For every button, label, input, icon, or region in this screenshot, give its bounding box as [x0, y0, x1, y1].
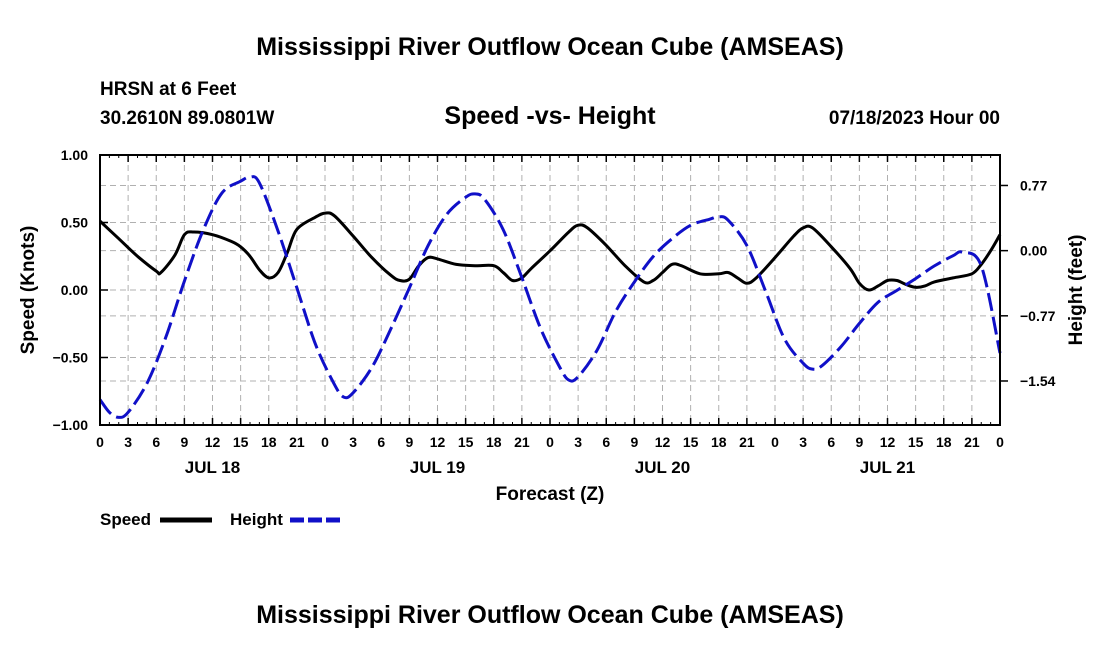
x-tick-label: 6 [152, 434, 160, 450]
x-tick-label: 18 [936, 434, 952, 450]
x-tick-label: 15 [233, 434, 249, 450]
y-tick-label-right: −0.77 [1020, 308, 1056, 324]
chart-title: Speed -vs- Height [444, 102, 656, 130]
plot-frame [99, 154, 1001, 426]
x-tick-label: 9 [405, 434, 413, 450]
x-tick-label: 3 [349, 434, 357, 450]
x-tick-label: 9 [855, 434, 863, 450]
y-axis-label-right: Height (feet) [1066, 235, 1087, 346]
x-tick-label: 18 [486, 434, 502, 450]
legend-label-speed: Speed [100, 510, 151, 529]
tick-labels: 0 3 6 9 12 15 18 21 0 3 6 9 12 15 18 21 0 3 6 9 12 15 18 21 0 3 6 9… [53, 147, 1056, 477]
series-line-speed [98, 211, 1002, 292]
location-label: 30.2610N 89.0801W [100, 108, 274, 129]
y-tick-label-left: 1.00 [61, 147, 88, 163]
x-tick-label: 21 [964, 434, 980, 450]
y-tick-label-left: −0.50 [53, 350, 89, 366]
date-label: JUL 21 [860, 458, 915, 477]
legend-label-height: Height [230, 510, 283, 529]
x-tick-label: 3 [799, 434, 807, 450]
x-tick-label: 12 [655, 434, 671, 450]
issued-label: 07/18/2023 Hour 00 [829, 108, 1000, 129]
x-tick-label: 0 [96, 434, 104, 450]
x-tick-label: 3 [574, 434, 582, 450]
grid-lines [100, 155, 1000, 425]
x-tick-label: 3 [124, 434, 132, 450]
date-label: JUL 20 [635, 458, 690, 477]
x-tick-label: 12 [880, 434, 896, 450]
y-tick-label-right: 0.77 [1020, 177, 1047, 193]
x-tick-label: 21 [289, 434, 305, 450]
x-tick-label: 18 [261, 434, 277, 450]
y-axis-label-left: Speed (Knots) [18, 226, 39, 355]
date-label: JUL 19 [410, 458, 465, 477]
date-label: JUL 18 [185, 458, 240, 477]
y-tick-label-left: 0.50 [61, 215, 88, 231]
x-tick-label: 15 [683, 434, 699, 450]
main-title: Mississippi River Outflow Ocean Cube (AM… [256, 33, 844, 61]
x-tick-label: 9 [180, 434, 188, 450]
bottom-title: Mississippi River Outflow Ocean Cube (AM… [256, 601, 844, 629]
station-label: HRSN at 6 Feet [100, 79, 237, 100]
x-tick-label: 12 [205, 434, 221, 450]
x-tick-label: 15 [458, 434, 474, 450]
x-tick-label: 6 [377, 434, 385, 450]
x-tick-label: 6 [827, 434, 835, 450]
x-tick-label: 0 [321, 434, 329, 450]
y-tick-label-right: 0.00 [1020, 243, 1047, 259]
x-axis-label: Forecast (Z) [496, 484, 605, 505]
x-tick-label: 9 [630, 434, 638, 450]
series-line-height [98, 175, 1002, 419]
x-tick-label: 18 [711, 434, 727, 450]
x-tick-label: 0 [771, 434, 779, 450]
legend: Speed Height [100, 510, 342, 529]
x-tick-label: 0 [546, 434, 554, 450]
series-layer [98, 175, 1002, 419]
x-tick-label: 15 [908, 434, 924, 450]
x-tick-label: 6 [602, 434, 610, 450]
x-tick-label: 21 [514, 434, 530, 450]
y-tick-label-left: −1.00 [53, 417, 89, 433]
x-tick-label: 21 [739, 434, 755, 450]
x-tick-label: 0 [996, 434, 1004, 450]
x-tick-label: 12 [430, 434, 446, 450]
y-tick-label-left: 0.00 [61, 282, 88, 298]
y-tick-label-right: −1.54 [1020, 373, 1056, 389]
